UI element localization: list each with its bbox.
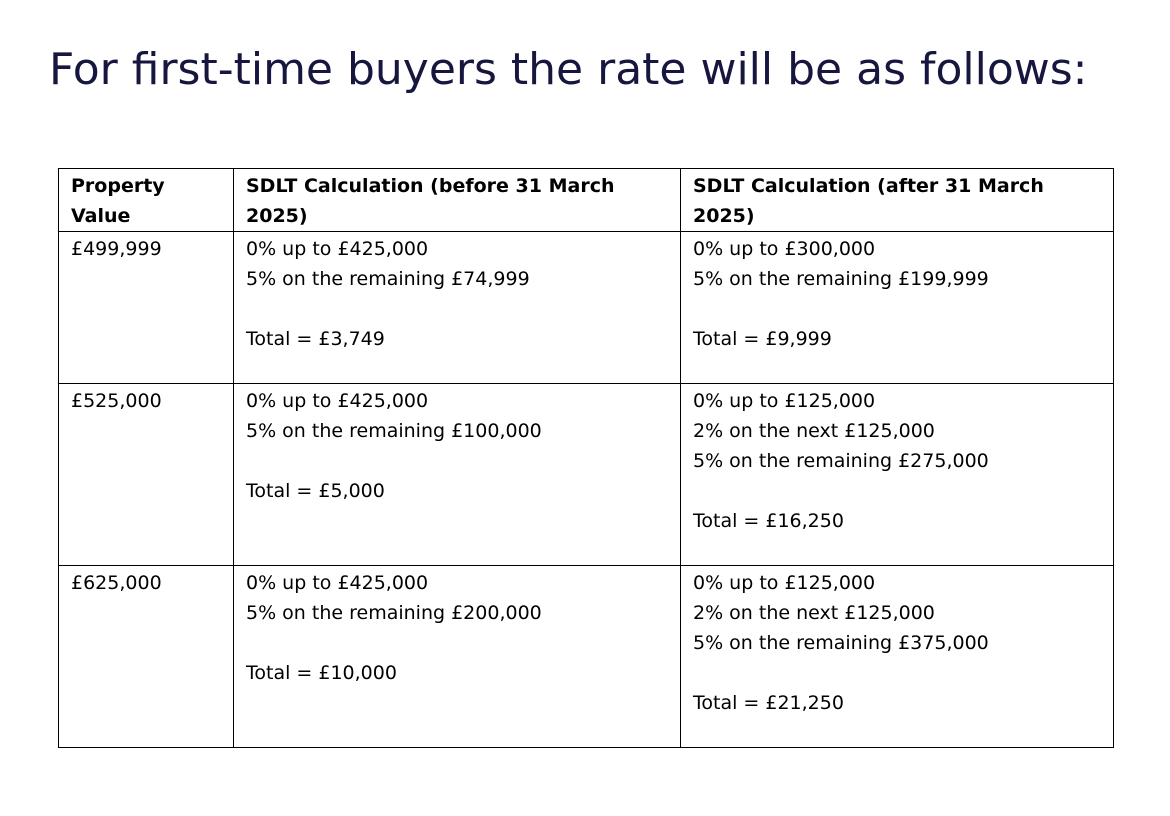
sdlt-before-cell: 0% up to £425,000 5% on the remaining £1… bbox=[233, 383, 681, 566]
calculation-line: 5% on the remaining £74,999 bbox=[246, 268, 530, 290]
table-row: £625,000 0% up to £425,000 5% on the rem… bbox=[58, 565, 1114, 748]
calculation-total: Total = £21,250 bbox=[693, 692, 844, 714]
calculation-total: Total = £3,749 bbox=[246, 328, 385, 350]
header-sdlt-before: SDLT Calculation (before 31 March 2025) bbox=[233, 168, 681, 232]
table-row: £525,000 0% up to £425,000 5% on the rem… bbox=[58, 383, 1114, 566]
calculation-line: 5% on the remaining £199,999 bbox=[693, 268, 989, 290]
calculation-line: 0% up to £300,000 bbox=[693, 238, 876, 260]
sdlt-after-cell: 0% up to £125,000 2% on the next £125,00… bbox=[680, 565, 1114, 748]
calculation-total: Total = £9,999 bbox=[693, 328, 832, 350]
sdlt-after-cell: 0% up to £125,000 2% on the next £125,00… bbox=[680, 383, 1114, 566]
calculation-line: 2% on the next £125,000 bbox=[693, 420, 935, 442]
calculation-line: 0% up to £425,000 bbox=[246, 238, 429, 260]
table-row: £499,999 0% up to £425,000 5% on the rem… bbox=[58, 231, 1114, 384]
calculation-line: 5% on the remaining £100,000 bbox=[246, 420, 542, 442]
header-property-value: Property Value bbox=[58, 168, 234, 232]
table-header-row: Property Value SDLT Calculation (before … bbox=[58, 168, 1114, 232]
calculation-line: 5% on the remaining £375,000 bbox=[693, 632, 989, 654]
sdlt-before-cell: 0% up to £425,000 5% on the remaining £7… bbox=[233, 231, 681, 384]
calculation-total: Total = £10,000 bbox=[246, 662, 397, 684]
calculation-line: 0% up to £125,000 bbox=[693, 572, 876, 594]
sdlt-after-cell: 0% up to £300,000 5% on the remaining £1… bbox=[680, 231, 1114, 384]
calculation-line: 0% up to £425,000 bbox=[246, 572, 429, 594]
sdlt-table: Property Value SDLT Calculation (before … bbox=[58, 168, 1114, 748]
sdlt-before-cell: 0% up to £425,000 5% on the remaining £2… bbox=[233, 565, 681, 748]
calculation-line: 5% on the remaining £200,000 bbox=[246, 602, 542, 624]
calculation-line: 0% up to £125,000 bbox=[693, 390, 876, 412]
page-title: For first-time buyers the rate will be a… bbox=[49, 44, 1088, 95]
property-value-cell: £499,999 bbox=[58, 231, 234, 384]
calculation-total: Total = £16,250 bbox=[693, 510, 844, 532]
calculation-line: 0% up to £425,000 bbox=[246, 390, 429, 412]
property-value-cell: £525,000 bbox=[58, 383, 234, 566]
calculation-total: Total = £5,000 bbox=[246, 480, 385, 502]
calculation-line: 2% on the next £125,000 bbox=[693, 602, 935, 624]
calculation-line: 5% on the remaining £275,000 bbox=[693, 450, 989, 472]
header-sdlt-after: SDLT Calculation (after 31 March 2025) bbox=[680, 168, 1114, 232]
property-value-cell: £625,000 bbox=[58, 565, 234, 748]
